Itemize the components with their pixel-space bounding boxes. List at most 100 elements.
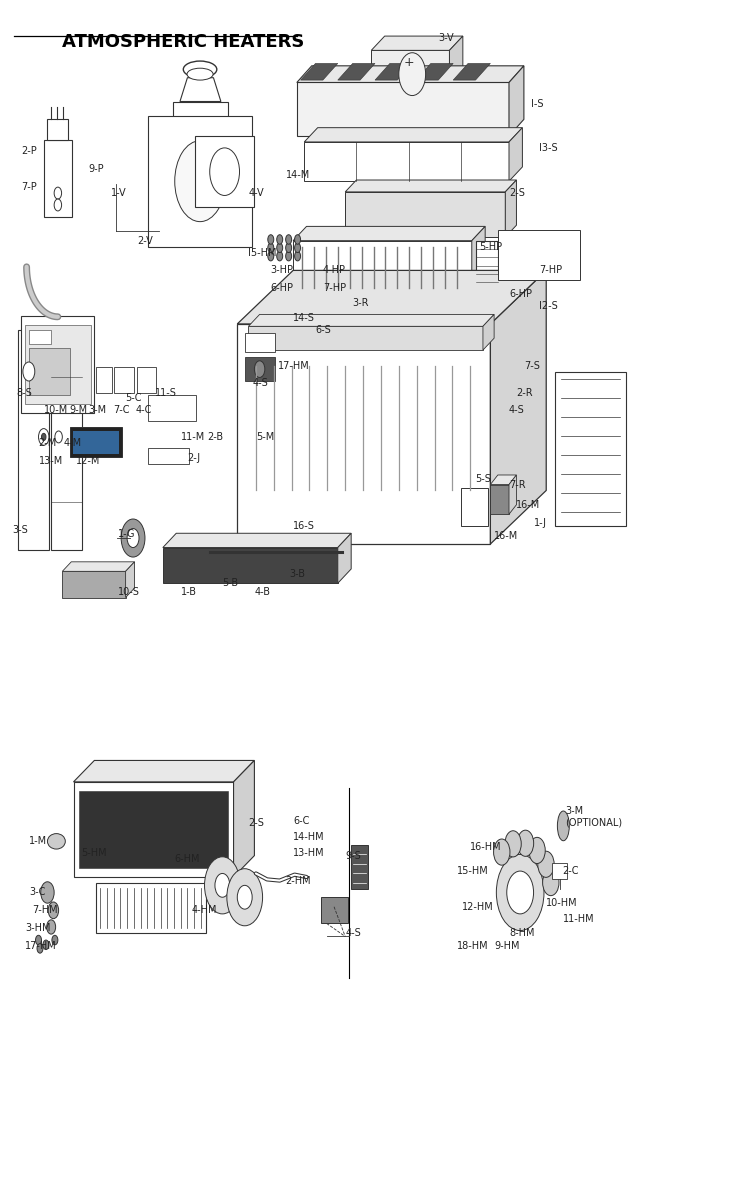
Polygon shape: [509, 66, 524, 136]
Text: 3-R: 3-R: [352, 298, 369, 307]
Circle shape: [530, 288, 536, 298]
Polygon shape: [115, 367, 134, 393]
Circle shape: [254, 361, 265, 378]
Text: 6-HM: 6-HM: [174, 854, 200, 864]
Text: 8-S: 8-S: [16, 388, 32, 398]
Text: 2-M: 2-M: [38, 437, 57, 448]
Circle shape: [520, 298, 526, 307]
Polygon shape: [498, 229, 580, 280]
Circle shape: [23, 362, 34, 381]
Text: 2-S: 2-S: [509, 188, 525, 198]
Circle shape: [529, 838, 545, 864]
Polygon shape: [345, 192, 506, 237]
Polygon shape: [74, 782, 233, 877]
Text: 1-J: 1-J: [534, 517, 548, 527]
Text: 9-M: 9-M: [70, 405, 88, 415]
Circle shape: [268, 251, 274, 261]
Polygon shape: [180, 78, 221, 102]
Polygon shape: [416, 63, 453, 80]
Polygon shape: [44, 140, 72, 216]
Text: 1-V: 1-V: [111, 188, 126, 198]
Text: 7-HP: 7-HP: [538, 265, 562, 275]
Circle shape: [295, 234, 301, 244]
Polygon shape: [449, 36, 463, 80]
Polygon shape: [148, 396, 196, 422]
Polygon shape: [62, 571, 125, 598]
Text: 8-HM: 8-HM: [509, 929, 535, 938]
Text: 4-S: 4-S: [509, 405, 525, 415]
Text: 11-M: 11-M: [182, 431, 206, 442]
Text: 3-S: 3-S: [13, 525, 28, 534]
Text: 14-HM: 14-HM: [293, 832, 325, 841]
Text: 6-C: 6-C: [293, 816, 310, 826]
Circle shape: [55, 431, 62, 443]
Text: 15-HM: 15-HM: [457, 866, 489, 876]
Polygon shape: [18, 330, 49, 550]
Text: 1-M: 1-M: [28, 836, 47, 846]
Text: 10-M: 10-M: [44, 405, 68, 415]
Polygon shape: [74, 760, 254, 782]
Circle shape: [46, 920, 56, 934]
Text: 3-HM: 3-HM: [25, 924, 50, 933]
Circle shape: [286, 243, 292, 252]
Text: 5-B: 5-B: [223, 578, 238, 588]
Polygon shape: [244, 333, 274, 353]
Circle shape: [520, 288, 526, 298]
Text: 6-HP: 6-HP: [271, 283, 294, 293]
Polygon shape: [555, 372, 626, 526]
Text: 7-S: 7-S: [524, 361, 540, 370]
Circle shape: [491, 278, 497, 288]
Polygon shape: [371, 36, 463, 50]
Circle shape: [399, 53, 425, 96]
Circle shape: [48, 902, 58, 919]
Text: 14-M: 14-M: [286, 170, 310, 180]
Text: 16-M: 16-M: [517, 500, 541, 510]
Ellipse shape: [187, 68, 213, 80]
Polygon shape: [453, 63, 491, 80]
Text: I5-HM: I5-HM: [248, 247, 277, 258]
Circle shape: [530, 278, 536, 288]
Polygon shape: [304, 128, 523, 142]
Text: I2-S: I2-S: [538, 301, 557, 311]
Polygon shape: [460, 488, 488, 526]
Text: 4-M: 4-M: [64, 437, 82, 448]
Text: 18-HM: 18-HM: [457, 940, 488, 951]
Circle shape: [268, 243, 274, 252]
Text: 9-HM: 9-HM: [494, 940, 520, 951]
Text: 17-HM: 17-HM: [25, 940, 57, 951]
Polygon shape: [345, 180, 517, 192]
Circle shape: [505, 831, 521, 857]
Text: 7-HP: 7-HP: [323, 283, 346, 293]
Text: 16-S: 16-S: [293, 521, 315, 531]
Polygon shape: [351, 845, 368, 889]
Circle shape: [43, 940, 49, 950]
Polygon shape: [293, 226, 485, 240]
Polygon shape: [148, 448, 189, 465]
Polygon shape: [163, 533, 351, 547]
Ellipse shape: [557, 811, 569, 841]
Text: 5-M: 5-M: [256, 431, 274, 442]
Text: 2-J: 2-J: [188, 453, 200, 464]
Circle shape: [127, 528, 139, 547]
Circle shape: [286, 234, 292, 244]
Polygon shape: [375, 63, 413, 80]
Polygon shape: [244, 357, 274, 381]
Text: 3-M: 3-M: [88, 405, 106, 415]
Circle shape: [501, 298, 507, 307]
Text: 2-B: 2-B: [208, 431, 224, 442]
Text: 4-C: 4-C: [135, 405, 152, 415]
Text: 1-B: 1-B: [182, 587, 197, 596]
Text: 5-HP: 5-HP: [479, 241, 502, 252]
Text: 10-S: 10-S: [118, 587, 140, 596]
Circle shape: [491, 298, 497, 307]
Polygon shape: [301, 63, 338, 80]
Text: 2-S: 2-S: [248, 819, 264, 828]
Polygon shape: [148, 116, 252, 246]
Circle shape: [54, 200, 62, 212]
Circle shape: [122, 519, 145, 557]
Circle shape: [268, 234, 274, 244]
Circle shape: [494, 839, 510, 865]
Text: 13-HM: 13-HM: [293, 848, 325, 858]
Ellipse shape: [172, 160, 228, 174]
Polygon shape: [70, 428, 122, 458]
